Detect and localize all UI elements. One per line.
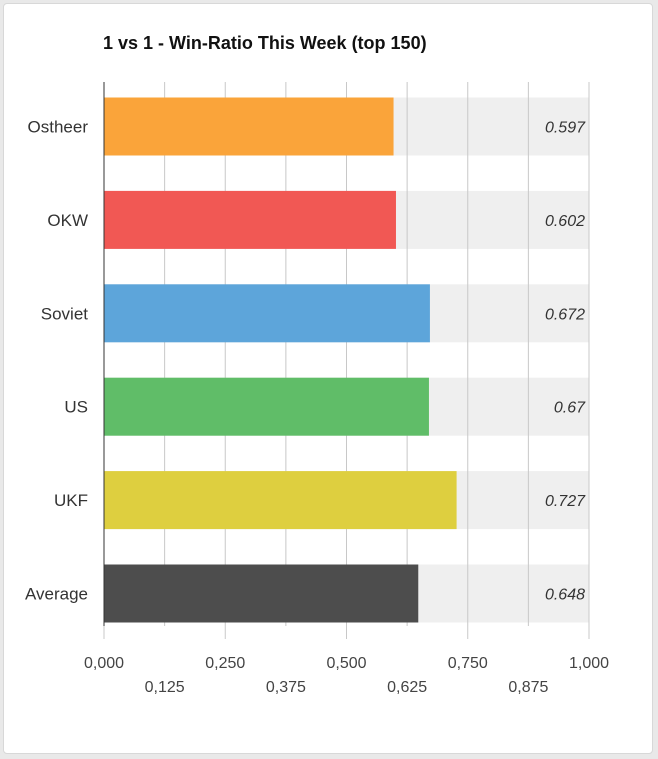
x-tick-label: 0,750 <box>448 655 488 672</box>
bar-okw <box>104 190 396 249</box>
value-label: 0.602 <box>545 213 585 230</box>
bar-us <box>104 377 429 436</box>
category-label: OKW <box>47 211 88 230</box>
x-tick-label-minor: 0,625 <box>387 679 427 696</box>
value-label: 0.648 <box>545 587 585 604</box>
x-tick-label: 0,250 <box>205 655 245 672</box>
category-label: UKF <box>54 491 88 510</box>
value-label: 0.67 <box>554 400 586 417</box>
x-tick-label-minor: 0,125 <box>145 679 185 696</box>
x-tick-label-minor: 0,875 <box>508 679 548 696</box>
category-label: Ostheer <box>28 118 89 137</box>
bar-ukf <box>104 471 457 530</box>
x-tick-label: 0,500 <box>326 655 366 672</box>
x-tick-label-minor: 0,375 <box>266 679 306 696</box>
category-label: Soviet <box>41 304 89 323</box>
bar-average <box>104 564 419 623</box>
bar-ostheer <box>104 97 394 156</box>
value-label: 0.597 <box>545 120 586 137</box>
x-tick-label: 1,000 <box>569 655 609 672</box>
chart-title: 1 vs 1 - Win-Ratio This Week (top 150) <box>103 33 427 53</box>
value-label: 0.727 <box>545 493 586 510</box>
x-tick-label: 0,000 <box>84 655 124 672</box>
category-label: Average <box>25 585 88 604</box>
bar-soviet <box>104 284 430 343</box>
value-label: 0.672 <box>545 306 585 323</box>
category-label: US <box>64 398 88 417</box>
